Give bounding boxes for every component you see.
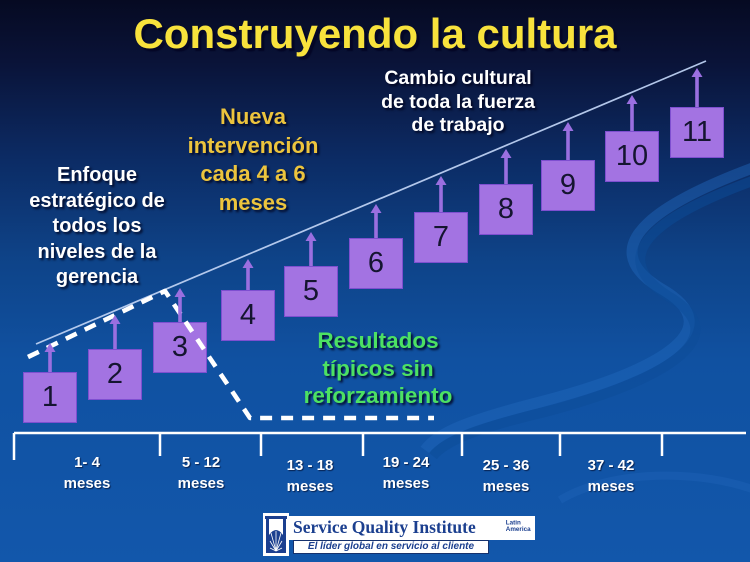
timeline-label-1: 1- 4 meses [64,452,111,494]
timeline-label-4: 19 - 24 meses [383,452,430,494]
step-box-4: 4 [221,290,275,341]
annotation-resultados-tipicos: Resultados típicos sin reforzamiento [304,327,453,410]
step-box-11: 11 [670,107,724,158]
timeline-unit: meses [482,478,530,495]
step-box-7: 7 [414,212,468,263]
step-box-2: 2 [88,349,142,400]
timeline-label-6: 37 - 42 meses [588,455,635,497]
annotation-line: de trabajo [411,114,505,136]
annotation-nueva-intervencion: Nueva intervención cada 4 a 6 meses [188,103,319,217]
timeline-range: 1- 4 [74,454,100,471]
step-number: 3 [171,331,189,363]
brand-region-line: America [506,526,531,533]
annotation-line: Cambio cultural [384,67,532,89]
step-number: 1 [41,381,59,413]
step-number: 10 [615,140,649,172]
step-box-5: 5 [284,266,338,317]
step-number: 9 [559,169,577,201]
timeline-unit: meses [382,475,430,492]
step-number: 5 [302,275,320,307]
step-number: 11 [681,116,713,148]
step-arrow-4 [242,259,254,290]
annotation-line: típicos sin [322,355,434,381]
annotation-line: de toda la fuerza [381,90,535,113]
timeline-range: 37 - 42 [587,457,635,474]
step-arrow-10 [626,95,638,131]
step-arrow-9 [562,122,574,160]
step-arrow-1 [44,343,56,372]
step-number: 8 [497,193,515,225]
slide-title: Construyendo la cultura [133,10,617,57]
step-arrow-7 [435,176,447,212]
annotation-line: todos los [52,215,142,237]
annotation-line: reforzamiento [303,383,453,408]
annotation-line: cada 4 a 6 [200,161,306,186]
annotation-line: estratégico de [29,189,165,212]
step-arrow-11 [691,68,703,107]
brand-box: Service Quality Institute Latin America [277,516,535,540]
step-box-10: 10 [605,131,659,182]
timeline-label-5: 25 - 36 meses [483,455,530,497]
step-arrow-2 [109,315,121,349]
step-arrow-5 [305,232,317,266]
brand-tagline-box: El líder global en servicio al cliente [293,540,489,554]
step-number: 7 [432,221,450,253]
step-number: 4 [239,299,257,331]
step-arrow-6 [370,204,382,238]
timeline-unit: meses [63,475,111,492]
step-box-3: 3 [153,322,207,373]
annotation-line: gerencia [55,266,139,288]
timeline-unit: meses [286,478,334,495]
annotation-line: meses [218,189,288,215]
timeline-label-2: 5 - 12 meses [178,452,225,494]
annotation-line: niveles de la [37,240,157,263]
brand-region-line: Latin [506,520,522,527]
step-arrow-3 [174,288,186,322]
timeline-axis [12,431,746,460]
brand-region: Latin America [506,520,531,533]
timeline-range: 13 - 18 [286,457,334,474]
step-box-6: 6 [349,238,403,289]
step-arrow-8 [500,149,512,184]
brand-arch-logo [263,513,289,556]
arch-icon [263,513,289,556]
step-number: 2 [106,358,124,390]
timeline-unit: meses [587,478,635,495]
annotation-line: Resultados [317,328,439,353]
annotation-line: Enfoque [56,164,137,186]
timeline-range: 5 - 12 [181,454,221,471]
timeline-range: 19 - 24 [382,454,430,471]
annotation-enfoque-estrategico: Enfoque estratégico de todos los niveles… [29,163,165,291]
annotation-cambio-cultural: Cambio cultural de toda la fuerza de tra… [381,67,535,138]
timeline-label-3: 13 - 18 meses [287,455,334,497]
step-box-1: 1 [23,372,77,423]
annotation-line: intervención [187,132,319,158]
brand-tagline: El líder global en servicio al cliente [307,541,475,552]
step-box-9: 9 [541,160,595,211]
annotation-line: Nueva [219,104,287,129]
step-number: 6 [367,247,385,279]
step-box-8: 8 [479,184,533,235]
timeline-unit: meses [177,475,225,492]
brand-name: Service Quality Institute [293,517,476,537]
timeline-range: 25 - 36 [482,457,530,474]
